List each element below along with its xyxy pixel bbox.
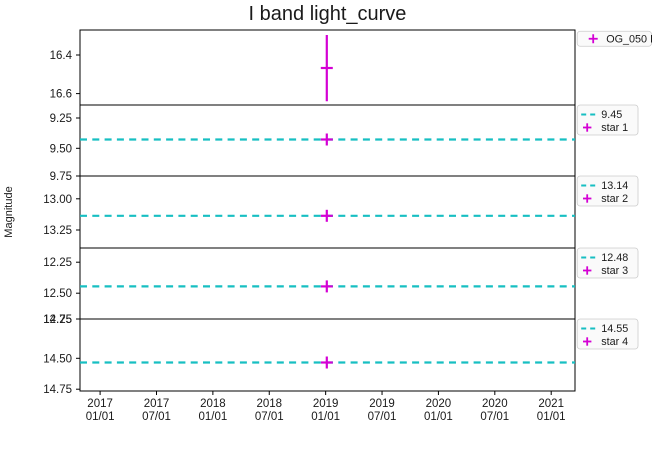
svg-text:OG_050 I: OG_050 I: [606, 33, 653, 45]
svg-text:16.6: 16.6: [50, 89, 72, 101]
svg-text:2018: 2018: [256, 398, 282, 410]
svg-text:2020: 2020: [482, 398, 508, 410]
svg-text:2017: 2017: [144, 398, 170, 410]
svg-text:14.55: 14.55: [601, 323, 628, 335]
svg-text:01/01: 01/01: [86, 411, 115, 423]
svg-text:2019: 2019: [369, 398, 395, 410]
svg-text:2017: 2017: [87, 398, 113, 410]
svg-text:9.75: 9.75: [50, 171, 72, 183]
svg-text:2020: 2020: [426, 398, 452, 410]
svg-text:13.00: 13.00: [43, 194, 72, 206]
svg-text:9.25: 9.25: [50, 113, 72, 125]
svg-text:9.50: 9.50: [50, 143, 72, 155]
svg-text:07/01: 07/01: [142, 411, 171, 423]
svg-text:01/01: 01/01: [198, 411, 227, 423]
svg-text:9.45: 9.45: [601, 109, 622, 121]
svg-text:2019: 2019: [313, 398, 339, 410]
svg-text:14.75: 14.75: [43, 384, 72, 396]
svg-text:star 4: star 4: [601, 336, 628, 348]
svg-text:16.4: 16.4: [50, 50, 73, 62]
svg-text:star 2: star 2: [601, 193, 628, 205]
svg-text:14.50: 14.50: [43, 353, 72, 365]
svg-text:07/01: 07/01: [255, 411, 284, 423]
svg-text:01/01: 01/01: [537, 411, 566, 423]
svg-text:12.50: 12.50: [43, 288, 72, 300]
svg-text:13.25: 13.25: [43, 225, 72, 237]
svg-text:star 3: star 3: [601, 265, 628, 277]
svg-text:I band light_curve: I band light_curve: [249, 3, 407, 25]
svg-text:2021: 2021: [538, 398, 564, 410]
svg-text:07/01: 07/01: [368, 411, 397, 423]
svg-text:07/01: 07/01: [480, 411, 509, 423]
svg-text:2018: 2018: [200, 398, 226, 410]
svg-text:13.14: 13.14: [601, 180, 628, 192]
svg-text:star 1: star 1: [601, 122, 628, 134]
svg-text:12.48: 12.48: [601, 252, 628, 264]
svg-text:01/01: 01/01: [424, 411, 453, 423]
svg-text:Magnitude: Magnitude: [3, 186, 15, 237]
svg-text:14.25: 14.25: [43, 314, 72, 326]
svg-text:12.25: 12.25: [43, 257, 72, 269]
svg-text:01/01: 01/01: [311, 411, 340, 423]
